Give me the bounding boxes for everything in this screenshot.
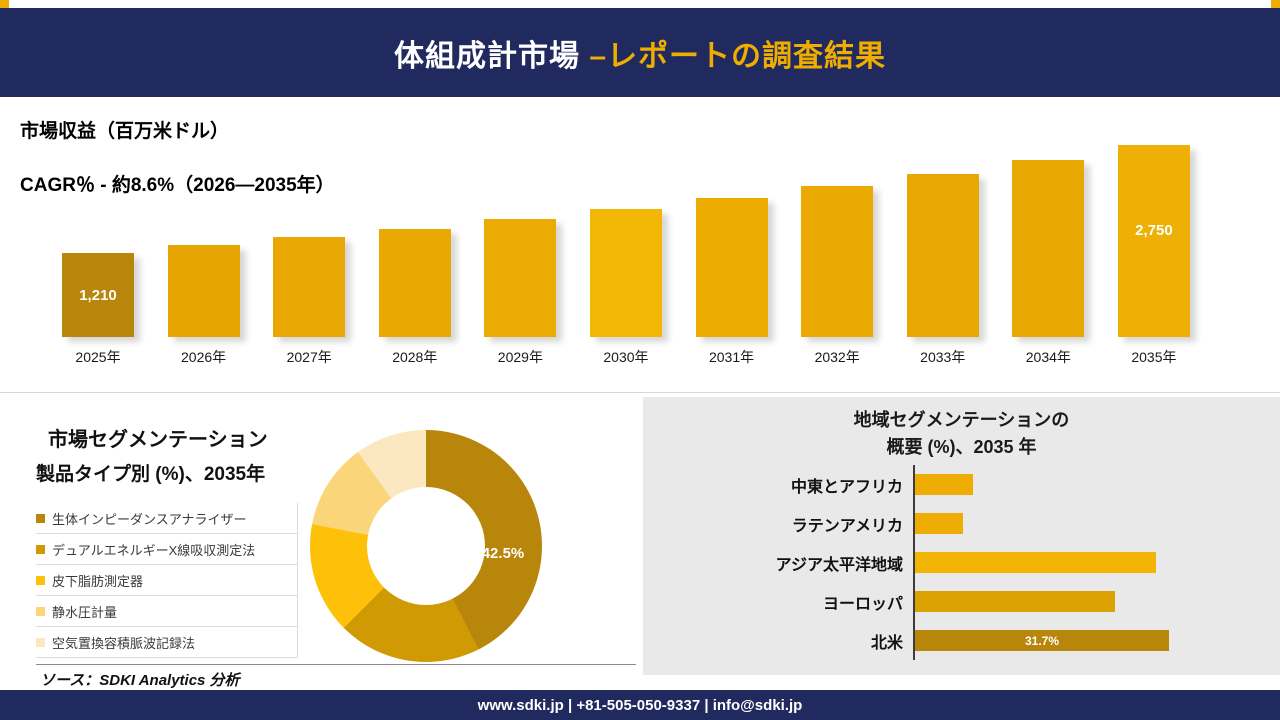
segmentation-subtitle: 製品タイプ別 (%)、2035年 bbox=[36, 464, 266, 485]
segmentation-title: 市場セグメンテーション bbox=[48, 429, 268, 451]
x-axis-label: 2026年 bbox=[181, 349, 227, 365]
revenue-bar-group: 1,210 2025年 bbox=[48, 253, 148, 365]
revenue-bar-chart: 1,210 2025年 2026年 2027年 2028年 2029年 2030年 2031年… bbox=[48, 133, 1204, 365]
footer-contact-text: www.sdki.jp | +81-505-050-9337 | info@sd… bbox=[477, 696, 803, 714]
legend-label: 皮下脂肪測定器 bbox=[52, 573, 144, 589]
legend-item: 生体インピーダンスアナライザー bbox=[36, 503, 297, 534]
regional-title-line1: 地域セグメンテーションの bbox=[853, 410, 1070, 430]
revenue-bar bbox=[378, 229, 451, 337]
regional-bar bbox=[915, 552, 1156, 573]
regional-bar: 31.7% bbox=[915, 630, 1169, 651]
revenue-bar-group: 2033年 bbox=[893, 174, 993, 365]
x-axis-label: 2032年 bbox=[814, 349, 860, 365]
revenue-bar-group: 2026年 bbox=[154, 245, 254, 365]
regional-bar-area bbox=[913, 465, 1280, 504]
legend-label: 生体インピーダンスアナライザー bbox=[52, 511, 247, 527]
section-divider bbox=[0, 392, 1280, 393]
page-title-accent: –レポートの調査結果 bbox=[579, 39, 887, 73]
regional-segmentation-section: 地域セグメンテーションの 概要 (%)、2035 年 中東とアフリカ ラテンアメリ… bbox=[643, 397, 1280, 675]
x-axis-label: 2033年 bbox=[920, 349, 966, 365]
regional-bar-area: 31.7% bbox=[913, 621, 1280, 660]
regional-bar-row: 北米 31.7% bbox=[643, 621, 1280, 660]
regional-bar bbox=[915, 513, 963, 534]
header-banner: 体組成計市場 –レポートの調査結果 bbox=[0, 8, 1280, 97]
donut-slice-label: 42.5% bbox=[481, 545, 525, 562]
regional-bar-value-label: 31.7% bbox=[1024, 633, 1060, 648]
legend-item: 空気置換容積脈波記録法 bbox=[36, 627, 297, 658]
legend-label: デュアルエネルギーX線吸収測定法 bbox=[52, 542, 256, 558]
footer-bar: www.sdki.jp | +81-505-050-9337 | info@sd… bbox=[0, 690, 1280, 720]
source-divider-line bbox=[36, 664, 636, 665]
revenue-bar bbox=[906, 174, 979, 337]
revenue-bar bbox=[167, 245, 240, 337]
bar-value-label: 1,210 bbox=[79, 286, 117, 304]
revenue-bar bbox=[589, 209, 662, 337]
revenue-bar bbox=[801, 186, 874, 337]
regional-category-label: ラテンアメリカ bbox=[791, 517, 903, 535]
regional-title: 地域セグメンテーションの 概要 (%)、2035 年 bbox=[643, 407, 1280, 461]
donut-hole bbox=[367, 487, 485, 605]
legend-item: デュアルエネルギーX線吸収測定法 bbox=[36, 534, 297, 565]
legend-swatch bbox=[36, 575, 45, 585]
regional-bar-row: アジア太平洋地域 bbox=[643, 543, 1280, 582]
revenue-bar-group: 2029年 bbox=[470, 219, 570, 365]
x-axis-label: 2029年 bbox=[497, 349, 543, 365]
regional-bar-row: ヨーロッパ bbox=[643, 582, 1280, 621]
revenue-bar bbox=[695, 198, 768, 337]
legend-swatch bbox=[36, 606, 45, 616]
x-axis-label: 2034年 bbox=[1025, 349, 1071, 365]
corner-accent-left bbox=[0, 0, 9, 9]
legend-swatch bbox=[36, 513, 45, 523]
page-title: 体組成計市場 –レポートの調査結果 bbox=[394, 31, 886, 75]
regional-bar-area bbox=[913, 582, 1280, 621]
revenue-bar-group: 2034年 bbox=[998, 160, 1098, 365]
revenue-bar-group: 2027年 bbox=[259, 237, 359, 365]
legend-label: 空気置換容積脈波記録法 bbox=[52, 635, 196, 651]
legend-swatch bbox=[36, 544, 45, 554]
legend-swatch bbox=[36, 637, 45, 647]
product-segmentation-section: 市場セグメンテーション 製品タイプ別 (%)、2035年 生体インピーダンスアナ… bbox=[0, 393, 640, 689]
x-axis-label: 2031年 bbox=[708, 349, 755, 365]
revenue-bar bbox=[484, 219, 557, 337]
regional-category-label: アジア太平洋地域 bbox=[775, 556, 903, 574]
regional-bar-area bbox=[913, 504, 1280, 543]
x-axis-label: 2027年 bbox=[286, 349, 332, 365]
regional-category-label: ヨーロッパ bbox=[822, 595, 903, 613]
regional-bar-chart: 中東とアフリカ ラテンアメリカアジア太平洋地域ヨーロッパ北米 31.7% bbox=[643, 465, 1280, 660]
regional-title-line2: 概要 (%)、2035 年 bbox=[886, 437, 1037, 457]
revenue-bar-group: 2,750 2035年 bbox=[1104, 145, 1204, 365]
x-axis-label: 2025年 bbox=[75, 349, 121, 365]
regional-bar-row: 中東とアフリカ bbox=[643, 465, 1280, 504]
revenue-bar: 2,750 bbox=[1117, 145, 1190, 337]
regional-bar bbox=[915, 591, 1115, 612]
regional-category-label: 北米 bbox=[870, 634, 903, 652]
revenue-bar bbox=[1012, 160, 1085, 337]
bar-value-label: 2,750 bbox=[1135, 221, 1173, 239]
x-axis-label: 2030年 bbox=[603, 349, 649, 365]
revenue-bar-group: 2028年 bbox=[365, 229, 465, 365]
regional-bar-row: ラテンアメリカ bbox=[643, 504, 1280, 543]
revenue-bar-group: 2031年 bbox=[682, 198, 782, 365]
revenue-axis-title: 市場収益（百万米ドル） bbox=[20, 121, 230, 142]
regional-bar-area bbox=[913, 543, 1280, 582]
revenue-bar: 1,210 bbox=[62, 253, 134, 337]
legend-label: 静水圧計量 bbox=[52, 604, 118, 620]
revenue-cagr-label: CAGR％ - 約8.6%（2026―2035年） bbox=[20, 175, 335, 196]
revenue-bar-group: 2030年 bbox=[576, 209, 676, 365]
page-title-main: 体組成計市場 bbox=[393, 39, 580, 73]
corner-accent-right bbox=[1271, 0, 1280, 9]
regional-bar bbox=[915, 474, 973, 495]
regional-category-label: 中東とアフリカ bbox=[790, 478, 903, 496]
source-note: ソース：SDKI Analytics 分析 bbox=[40, 672, 240, 689]
x-axis-label: 2035年 bbox=[1131, 349, 1177, 365]
x-axis-label: 2028年 bbox=[392, 349, 438, 365]
legend-item: 皮下脂肪測定器 bbox=[36, 565, 297, 596]
revenue-bar bbox=[273, 237, 346, 337]
segmentation-legend: 生体インピーダンスアナライザー デュアルエネルギーX線吸収測定法 皮下脂肪測定器 静水… bbox=[36, 503, 298, 658]
revenue-bar-group: 2032年 bbox=[787, 186, 887, 365]
legend-item: 静水圧計量 bbox=[36, 596, 297, 627]
